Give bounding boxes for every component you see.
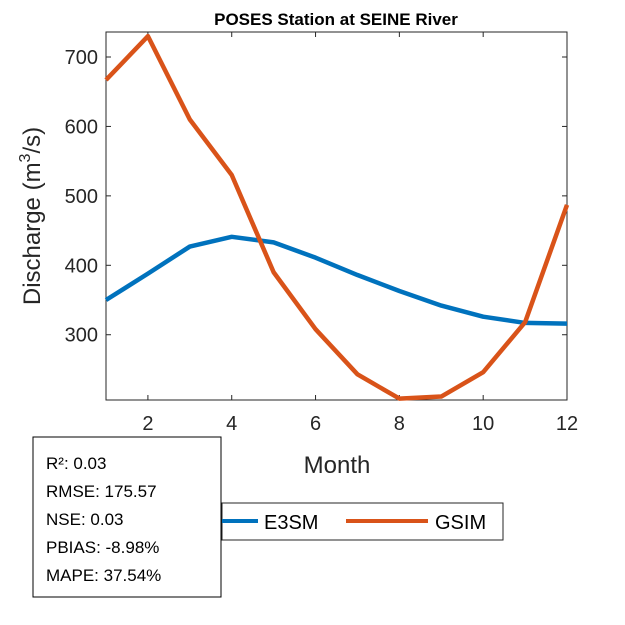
- y-axis-label-sup: 3: [17, 153, 34, 162]
- stat-rmse: RMSE: 175.57: [46, 482, 157, 501]
- y-tick-label: 400: [65, 255, 98, 277]
- stat-nse: NSE: 0.03: [46, 510, 124, 529]
- y-tick-label: 700: [65, 47, 98, 69]
- x-tick-label: 8: [394, 413, 405, 435]
- series-line-e3sm: [104, 234, 568, 326]
- x-axis: 2 4 6 8 10 12: [142, 32, 578, 435]
- x-tick-label: 12: [556, 413, 578, 435]
- stats-box: R²: 0.03 RMSE: 175.57 NSE: 0.03 PBIAS: -…: [32, 436, 222, 598]
- legend-label-gsim: GSIM: [435, 512, 486, 534]
- legend-label-e3sm: E3SM: [264, 512, 318, 534]
- y-tick-label: 500: [65, 186, 98, 208]
- legend: E3SM GSIM: [221, 502, 504, 541]
- stat-r2: R²: 0.03: [46, 454, 106, 473]
- x-axis-label: Month: [304, 452, 371, 479]
- x-tick-label: 6: [310, 413, 321, 435]
- y-axis-label: Discharge (m3/s): [17, 127, 46, 305]
- stat-mape: MAPE: 37.54%: [46, 566, 161, 585]
- y-tick-label: 600: [65, 116, 98, 138]
- x-tick-label: 10: [472, 413, 494, 435]
- chart-title: POSES Station at SEINE River: [214, 10, 458, 29]
- x-tick-label: 4: [226, 413, 237, 435]
- plot-area: [105, 31, 568, 401]
- series-lines: [104, 33, 570, 401]
- y-tick-label: 300: [65, 325, 98, 347]
- y-axis: 300 400 500 600 700: [65, 47, 567, 347]
- stat-pbias: PBIAS: -8.98%: [46, 538, 159, 557]
- y-axis-label-tail: /s): [19, 127, 46, 154]
- x-tick-label: 2: [142, 413, 153, 435]
- series-line-gsim: [104, 33, 570, 401]
- y-axis-label-main: Discharge (m: [19, 162, 46, 305]
